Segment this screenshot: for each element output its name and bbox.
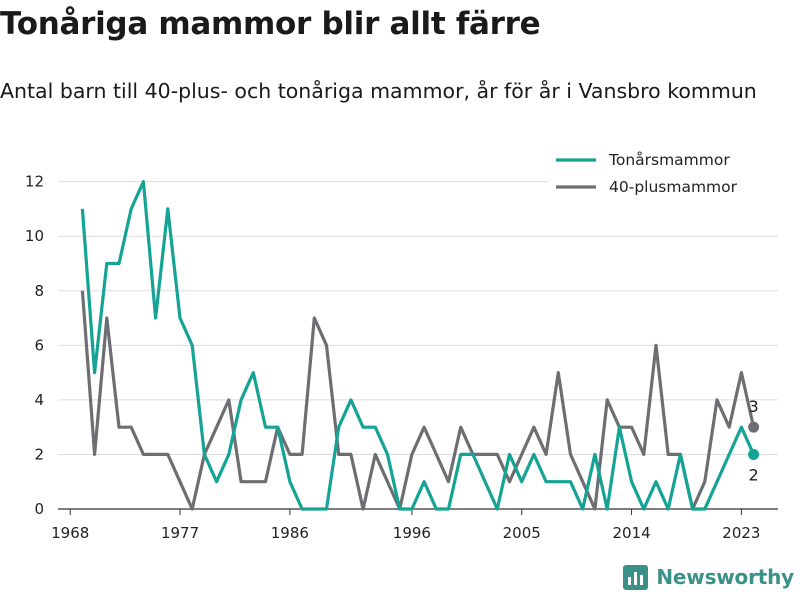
y-tick-label: 4 bbox=[34, 391, 44, 409]
series-end-label: 2 bbox=[748, 465, 758, 484]
y-tick-label: 8 bbox=[34, 282, 44, 300]
x-axis: 1968 1977 1986 1996 2005 2014 2023 bbox=[51, 508, 778, 542]
x-tick-label: 1977 bbox=[161, 524, 199, 542]
brand-name: Newsworthy bbox=[656, 565, 794, 589]
brand-logo: Newsworthy bbox=[623, 560, 794, 594]
series-line bbox=[80, 290, 756, 511]
x-tick-label: 2023 bbox=[722, 524, 760, 542]
y-tick-label: 2 bbox=[34, 445, 44, 463]
legend-label: 40-plusmammor bbox=[609, 178, 738, 196]
legend-label: Tonårsmammor bbox=[608, 151, 730, 169]
newsworthy-logo-icon bbox=[623, 564, 649, 590]
x-tick-label: 2014 bbox=[612, 524, 650, 542]
y-tick-label: 6 bbox=[34, 336, 44, 354]
chart-subtitle: Antal barn till 40-plus- och tonåriga ma… bbox=[0, 79, 757, 103]
series-endpoints: 23 bbox=[748, 397, 760, 484]
legend: Tonårsmammor 40-plusmammor bbox=[548, 144, 780, 204]
x-tick-label: 2005 bbox=[503, 524, 541, 542]
legend-background bbox=[548, 144, 780, 204]
y-tick-label: 12 bbox=[25, 173, 44, 191]
y-tick-label: 10 bbox=[25, 227, 44, 245]
x-tick-label: 1968 bbox=[51, 524, 89, 542]
series-endpoint-marker bbox=[748, 448, 760, 460]
series-line bbox=[80, 180, 756, 511]
y-axis: 0 2 4 6 8 10 12 bbox=[25, 173, 44, 518]
series-end-label: 3 bbox=[748, 397, 758, 416]
x-tick-label: 1996 bbox=[393, 524, 431, 542]
y-tick-label: 0 bbox=[34, 500, 44, 518]
x-tick-label: 1986 bbox=[271, 524, 309, 542]
series-endpoint-marker bbox=[748, 421, 760, 433]
chart-title: Tonåriga mammor blir allt färre bbox=[0, 6, 541, 42]
series-lines bbox=[80, 180, 756, 511]
